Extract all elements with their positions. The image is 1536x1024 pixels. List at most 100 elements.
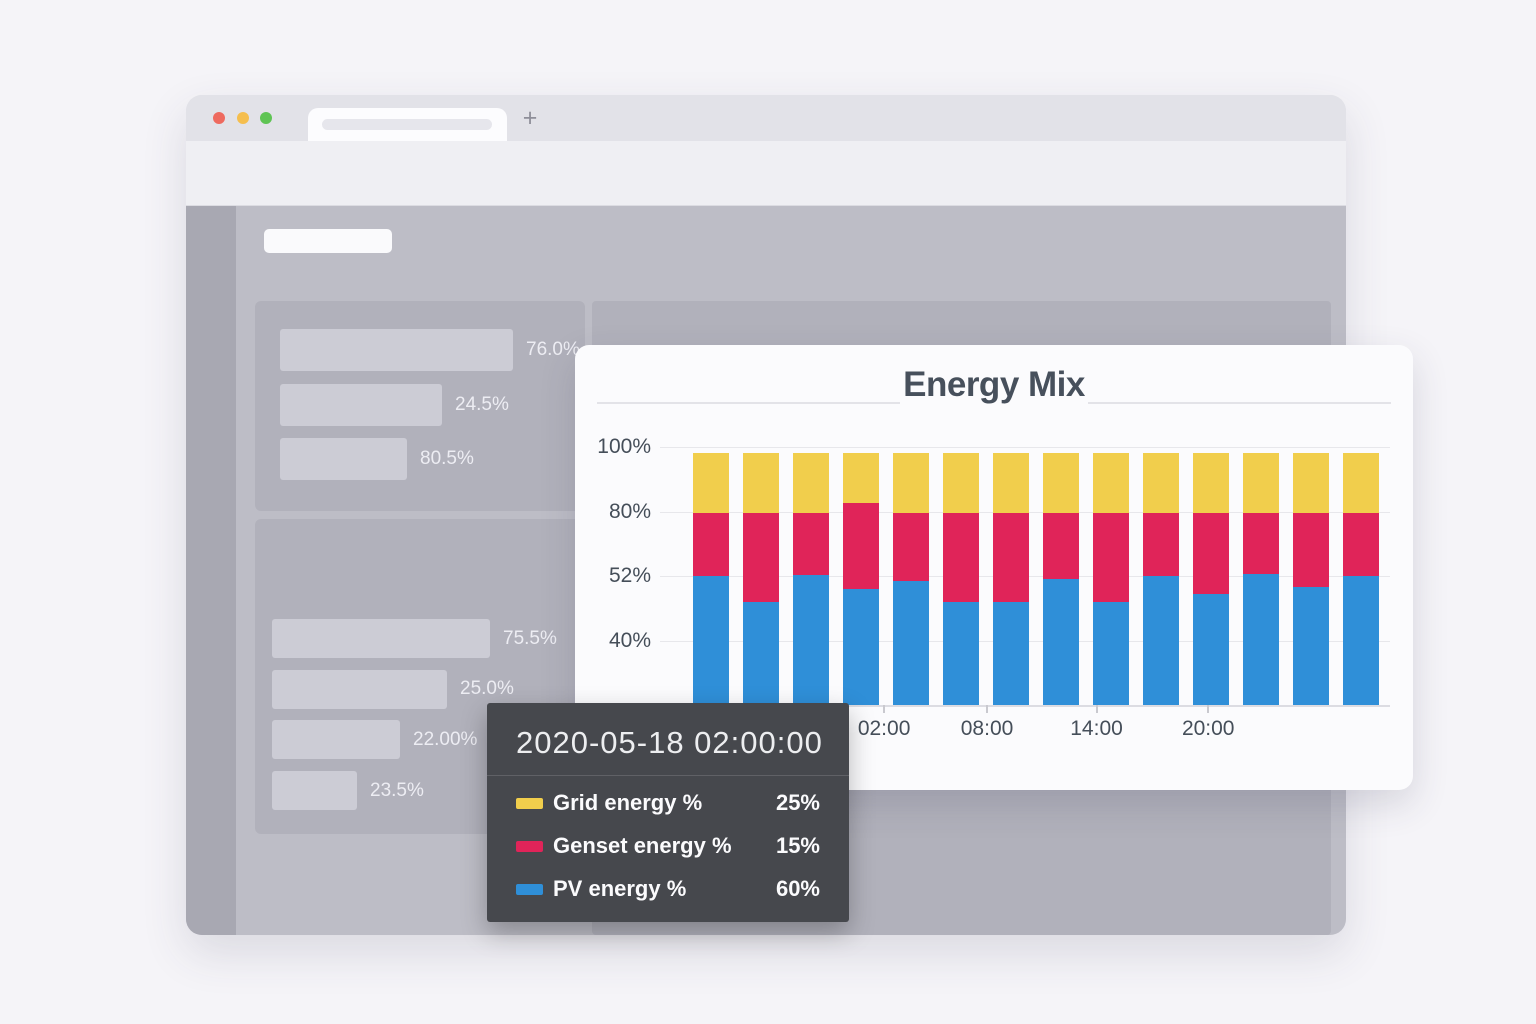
skeleton-bar-value: 75.5% <box>503 627 557 649</box>
genset-energy-segment <box>1293 513 1329 587</box>
stacked-bar[interactable] <box>1343 452 1379 705</box>
x-axis-tick-label: 02:00 <box>857 717 911 740</box>
stacked-bar[interactable] <box>893 452 929 705</box>
x-axis-tick <box>986 705 989 713</box>
pv-energy-segment <box>693 576 729 705</box>
skeleton-bar-value: 80.5% <box>420 448 474 469</box>
pv-energy-segment <box>1093 601 1129 705</box>
grid-energy-segment <box>1143 452 1179 514</box>
genset-energy-segment <box>1093 513 1129 602</box>
legend-swatch-icon <box>516 840 543 852</box>
stacked-bar[interactable] <box>693 452 729 705</box>
x-axis-tick-label: 20:00 <box>1181 717 1235 740</box>
genset-energy-segment <box>743 513 779 602</box>
pv-energy-segment <box>1043 578 1079 705</box>
tab-title-placeholder <box>322 119 492 130</box>
pv-energy-segment <box>1143 576 1179 705</box>
stats-card-top: 76.0% 24.5% 80.5% <box>255 301 585 511</box>
skeleton-bar <box>280 329 513 371</box>
skeleton-bar-value: 22.00% <box>413 728 478 750</box>
pv-energy-segment <box>743 601 779 705</box>
tooltip-row: Genset energy % 15% <box>516 833 820 859</box>
stacked-bar[interactable] <box>1093 452 1129 705</box>
y-axis-tick-label: 100% <box>597 435 651 458</box>
grid-energy-segment <box>843 452 879 504</box>
grid-energy-segment <box>943 452 979 514</box>
stacked-bar[interactable] <box>793 452 829 705</box>
genset-energy-segment <box>943 513 979 602</box>
tooltip-series-value: 15% <box>775 833 820 858</box>
genset-energy-segment <box>1243 513 1279 574</box>
skeleton-bar <box>272 669 447 709</box>
browser-tab-strip: + <box>186 95 1346 141</box>
y-axis-tick-label: 80% <box>608 499 651 523</box>
x-axis-tick <box>1207 705 1210 713</box>
skeleton-bar <box>272 771 357 811</box>
zoom-window-button[interactable] <box>260 112 272 124</box>
legend-swatch-icon <box>516 883 543 895</box>
grid-energy-segment <box>1293 452 1329 514</box>
stacked-bar[interactable] <box>943 452 979 705</box>
tooltip-divider <box>487 775 849 776</box>
genset-energy-segment <box>893 513 929 582</box>
genset-energy-segment <box>1143 513 1179 577</box>
skeleton-bar <box>272 720 400 760</box>
tooltip-series-label: Genset energy % <box>553 833 732 858</box>
tooltip-row: PV energy % 60% <box>516 876 820 902</box>
app-sidebar <box>186 206 236 935</box>
pv-energy-segment <box>993 601 1029 705</box>
grid-energy-segment <box>1193 452 1229 514</box>
grid-energy-segment <box>743 452 779 514</box>
skeleton-bar-value: 25.0% <box>460 678 514 700</box>
stacked-bar[interactable] <box>1193 452 1229 705</box>
browser-toolbar <box>186 141 1346 206</box>
stacked-bar[interactable] <box>1143 452 1179 705</box>
pv-energy-segment <box>1293 586 1329 705</box>
genset-energy-segment <box>993 513 1029 602</box>
genset-energy-segment <box>1193 513 1229 595</box>
chart-plot-area <box>660 447 1390 707</box>
skeleton-bar <box>272 619 490 658</box>
genset-energy-segment <box>1343 513 1379 577</box>
browser-tab[interactable] <box>308 108 507 141</box>
new-tab-button[interactable]: + <box>516 104 544 132</box>
tooltip-series-label: PV energy % <box>553 876 687 901</box>
energy-mix-chart-card: Energy Mix 100% 80% 52% 40% 02:00 08:00 14:00 2… <box>575 345 1413 790</box>
grid-energy-segment <box>1043 452 1079 514</box>
pv-energy-segment <box>1343 576 1379 705</box>
close-window-button[interactable] <box>213 112 225 124</box>
x-axis-tick <box>1095 705 1098 713</box>
y-axis-tick-label: 40% <box>608 628 651 652</box>
stacked-bar[interactable] <box>1043 452 1079 705</box>
skeleton-bar-value: 24.5% <box>455 393 509 415</box>
pv-energy-segment <box>1193 594 1229 705</box>
stacked-bar[interactable] <box>1243 452 1279 705</box>
y-axis-tick-label: 52% <box>608 564 651 587</box>
grid-energy-segment <box>693 452 729 514</box>
skeleton-bar-value: 23.5% <box>370 779 424 801</box>
tooltip-series-value: 25% <box>775 790 820 815</box>
chart-title: Energy Mix <box>903 365 1085 404</box>
x-axis-tick-label: 14:00 <box>1070 717 1123 740</box>
grid-energy-segment <box>1093 452 1129 514</box>
grid-energy-segment <box>1343 452 1379 514</box>
title-rule-right <box>1088 402 1391 404</box>
skeleton-bar-value: 76.0% <box>526 339 580 360</box>
grid-energy-segment <box>893 452 929 514</box>
x-axis-tick-label: 08:00 <box>960 717 1014 740</box>
pv-energy-segment <box>793 575 829 705</box>
stacked-bar[interactable] <box>843 452 879 705</box>
tooltip-row: Grid energy % 25% <box>516 790 820 816</box>
stacked-bar[interactable] <box>743 452 779 705</box>
tooltip-series-value: 60% <box>775 876 820 901</box>
minimize-window-button[interactable] <box>237 112 249 124</box>
stacked-bar[interactable] <box>993 452 1029 705</box>
genset-energy-segment <box>793 512 829 576</box>
x-axis-tick <box>883 705 886 713</box>
pv-energy-segment <box>1243 573 1279 705</box>
genset-energy-segment <box>693 513 729 577</box>
chart-tooltip: 2020-05-18 02:00:00 Grid energy % 25% Gens… <box>487 703 849 922</box>
tooltip-series-label: Grid energy % <box>553 790 703 815</box>
stacked-bar[interactable] <box>1293 452 1329 705</box>
